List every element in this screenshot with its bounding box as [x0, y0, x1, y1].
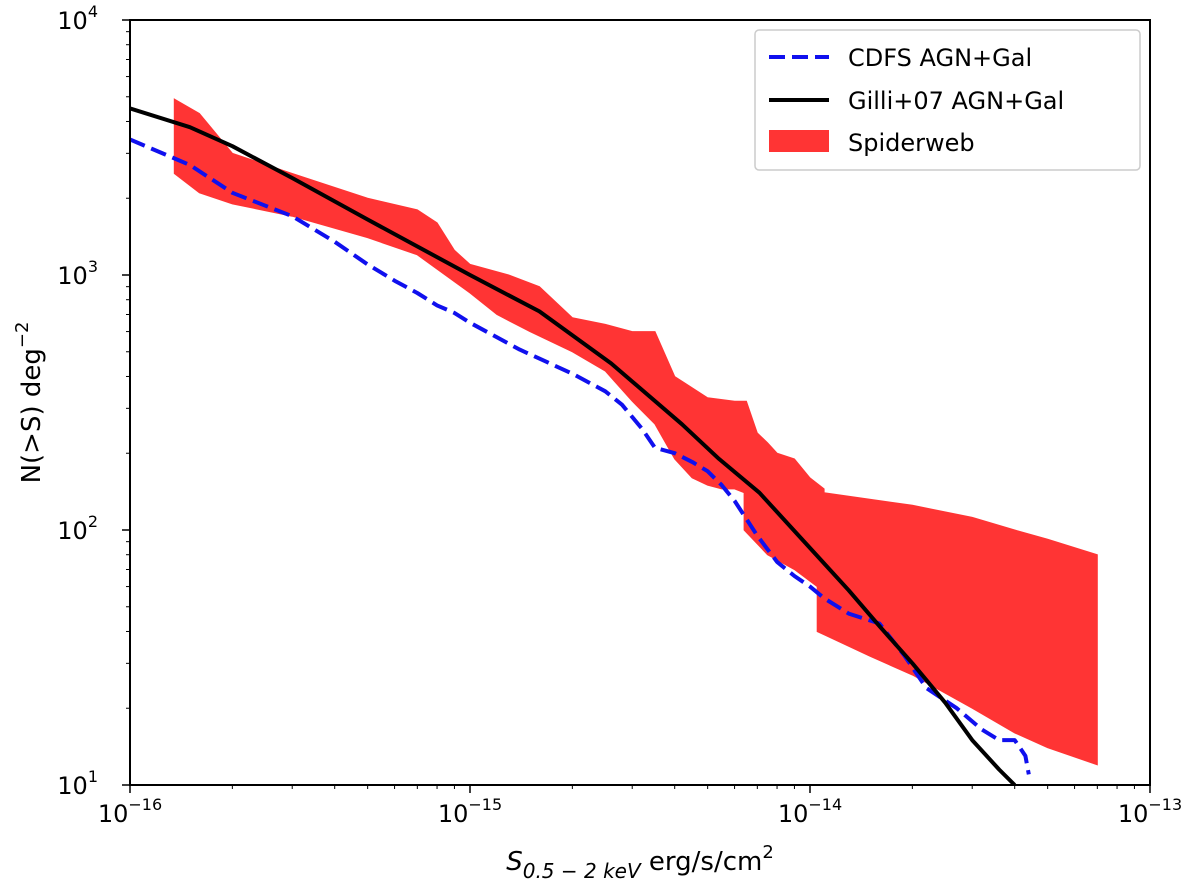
spiderweb-band	[173, 98, 1098, 766]
gilli-line	[130, 106, 1017, 785]
legend: CDFS AGN+Gal Gilli+07 AGN+Gal Spiderweb	[754, 29, 1141, 171]
legend-swatch-spiderweb	[769, 130, 829, 152]
x-tick-label: 10−15	[438, 795, 502, 828]
cdfs-line	[130, 137, 1031, 775]
legend-label-gilli: Gilli+07 AGN+Gal	[848, 87, 1064, 115]
x-tick-label: 10−14	[778, 795, 842, 828]
plot-frame	[129, 19, 1151, 786]
y-tick-label: 104	[57, 2, 98, 35]
x-axis-label: S0.5 − 2 keV erg/s/cm2	[506, 842, 774, 883]
x-tick-label: 10−16	[98, 795, 162, 828]
legend-label-spiderweb: Spiderweb	[848, 129, 975, 157]
y-axis-label: N(>S) deg−2	[12, 322, 47, 484]
y-tick-label: 103	[57, 257, 98, 290]
y-tick-label: 101	[57, 767, 98, 800]
legend-box	[754, 29, 1141, 171]
band-layer	[173, 98, 1098, 766]
tick-layer: 10−16 10−15 10−14 10−13 101 102 103 104	[57, 2, 1182, 828]
series-layer	[130, 106, 1031, 785]
legend-label-cdfs: CDFS AGN+Gal	[848, 44, 1032, 72]
x-tick-label: 10−13	[1118, 795, 1182, 828]
y-tick-label: 102	[57, 512, 98, 545]
